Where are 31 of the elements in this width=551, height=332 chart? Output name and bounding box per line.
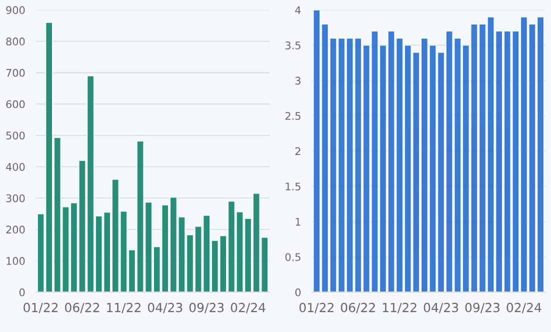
y-tick-label: 0.5 (285, 253, 300, 261)
y-tick-label: 0 (295, 288, 301, 296)
x-tick-label: 01/22 (24, 302, 58, 314)
x-tick-label: 06/22 (340, 302, 375, 314)
y-tick-label: 100 (6, 257, 25, 265)
y-tick-label: 1.5 (286, 182, 300, 190)
x-tick-label: 11/22 (107, 302, 140, 314)
y-tick-label: 2.5 (285, 112, 300, 120)
y-tick-label: 2 (295, 147, 300, 156)
x-tick-label: 11/22 (382, 302, 416, 314)
x-tick-label: 02/24 (230, 302, 266, 314)
y-tick-label: 900 (6, 6, 25, 14)
x-tick-label: 01/22 (299, 302, 334, 314)
y-tick-label: 3 (295, 76, 300, 85)
y-tick-label: 200 (6, 226, 25, 234)
x-tick-label: 02/24 (506, 302, 542, 314)
y-tick-label: 4 (295, 6, 301, 14)
y-tick-label: 600 (6, 100, 25, 108)
x-tick-label: 04/23 (148, 302, 182, 314)
y-tick-label: 400 (6, 162, 25, 171)
x-tick-label: 04/23 (424, 302, 458, 314)
x-tick-label: 09/23 (465, 302, 500, 314)
y-tick-label: 1 (296, 218, 300, 226)
x-tick-label: 06/22 (65, 302, 99, 314)
x-tick-label: 09/23 (189, 302, 224, 314)
y-tick-label: 800 (6, 38, 25, 46)
y-tick-label: 300 (6, 194, 25, 202)
y-tick-label: 3.5 (286, 41, 300, 50)
y-tick-label: 500 (6, 132, 25, 140)
y-tick-label: 700 (6, 68, 25, 77)
y-tick-label: 0 (19, 288, 25, 296)
